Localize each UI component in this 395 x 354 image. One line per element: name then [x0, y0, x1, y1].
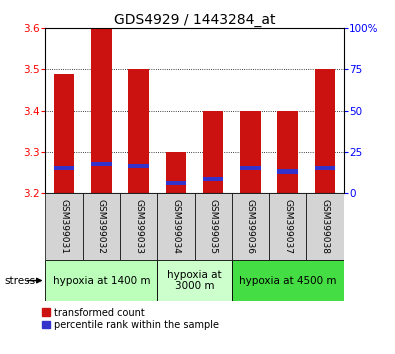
Bar	[203, 110, 224, 193]
Bar	[128, 69, 149, 193]
Bar	[91, 28, 112, 193]
Text: hypoxia at 1400 m: hypoxia at 1400 m	[53, 275, 150, 286]
Bar	[128, 164, 149, 168]
Text: GSM399036: GSM399036	[246, 199, 255, 254]
Bar	[45, 260, 157, 301]
Text: hypoxia at 4500 m: hypoxia at 4500 m	[239, 275, 337, 286]
Text: GSM399034: GSM399034	[171, 199, 181, 254]
Bar	[315, 166, 335, 170]
Text: stress: stress	[4, 275, 35, 286]
Bar	[157, 260, 232, 301]
Bar	[166, 181, 186, 185]
Bar	[307, 193, 344, 260]
Bar	[277, 170, 298, 173]
Bar	[83, 193, 120, 260]
Text: GSM399038: GSM399038	[320, 199, 329, 254]
Bar	[91, 162, 112, 166]
Bar	[194, 193, 232, 260]
Bar	[240, 110, 261, 193]
Bar	[54, 166, 74, 170]
Bar	[269, 193, 307, 260]
Text: hypoxia at
3000 m: hypoxia at 3000 m	[167, 270, 222, 291]
Legend: transformed count, percentile rank within the sample: transformed count, percentile rank withi…	[42, 308, 219, 330]
Text: GSM399031: GSM399031	[60, 199, 69, 254]
Bar	[203, 177, 224, 181]
Title: GDS4929 / 1443284_at: GDS4929 / 1443284_at	[114, 13, 275, 27]
Bar	[120, 193, 157, 260]
Bar	[232, 193, 269, 260]
Text: GSM399032: GSM399032	[97, 199, 106, 254]
Bar	[240, 166, 261, 170]
Bar	[157, 193, 194, 260]
Bar	[54, 74, 74, 193]
Bar	[232, 260, 344, 301]
Bar	[277, 110, 298, 193]
Bar	[166, 152, 186, 193]
Bar	[315, 69, 335, 193]
Bar	[45, 193, 83, 260]
Text: GSM399035: GSM399035	[209, 199, 218, 254]
Text: GSM399037: GSM399037	[283, 199, 292, 254]
Text: GSM399033: GSM399033	[134, 199, 143, 254]
